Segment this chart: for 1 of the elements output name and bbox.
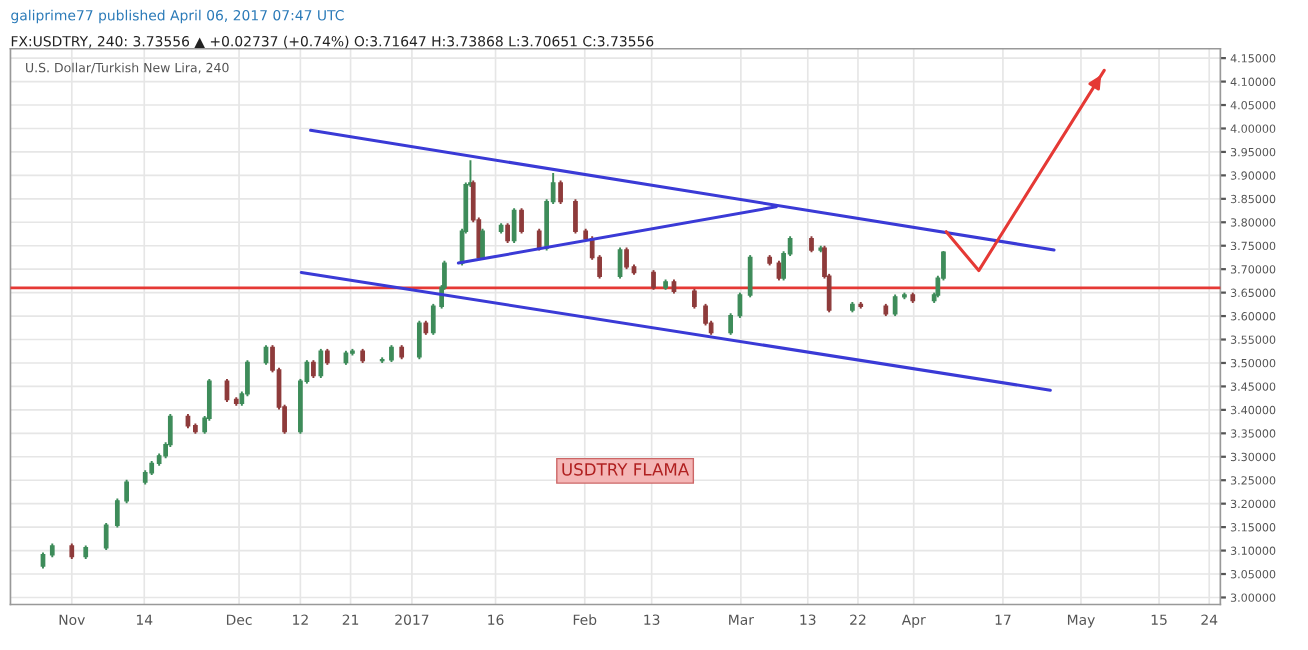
annotation: USDTRY FLAMA	[562, 463, 690, 476]
